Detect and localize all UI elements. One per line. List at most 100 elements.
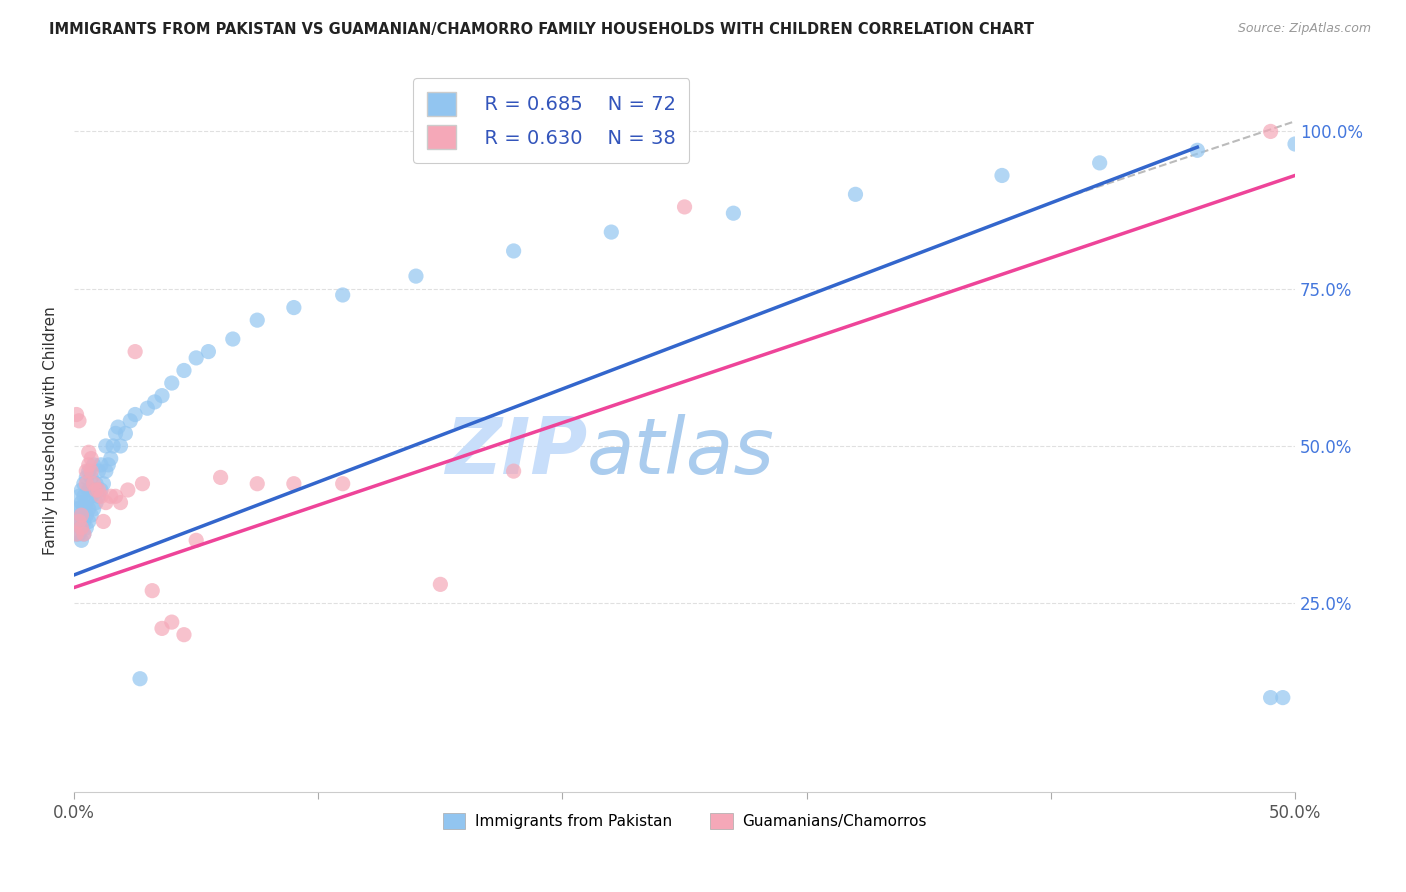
Text: Source: ZipAtlas.com: Source: ZipAtlas.com	[1237, 22, 1371, 36]
Point	[87, 464, 110, 478]
Point	[136, 401, 159, 416]
Point	[124, 344, 146, 359]
Point	[65, 527, 87, 541]
Point	[173, 363, 195, 377]
Point	[90, 483, 112, 497]
Point	[1271, 690, 1294, 705]
Point	[84, 483, 107, 497]
Point	[65, 501, 87, 516]
Point	[73, 489, 96, 503]
Point	[75, 476, 97, 491]
Text: atlas: atlas	[586, 414, 775, 490]
Point	[75, 495, 97, 509]
Point	[67, 515, 90, 529]
Text: ZIP: ZIP	[444, 414, 586, 490]
Point	[502, 464, 524, 478]
Point	[75, 508, 97, 523]
Point	[67, 515, 90, 529]
Point	[77, 458, 100, 472]
Point	[77, 464, 100, 478]
Point	[75, 521, 97, 535]
Point	[160, 376, 183, 390]
Point	[67, 501, 90, 516]
Point	[77, 501, 100, 516]
Point	[67, 489, 90, 503]
Point	[80, 464, 103, 478]
Point	[97, 458, 120, 472]
Point	[73, 527, 96, 541]
Point	[70, 495, 93, 509]
Point	[186, 533, 208, 548]
Point	[160, 615, 183, 629]
Legend: Immigrants from Pakistan, Guamanians/Chamorros: Immigrants from Pakistan, Guamanians/Cha…	[436, 806, 932, 835]
Point	[502, 244, 524, 258]
Point	[80, 508, 103, 523]
Point	[283, 301, 305, 315]
Point	[332, 288, 354, 302]
Point	[143, 395, 166, 409]
Point	[70, 508, 93, 523]
Point	[67, 414, 90, 428]
Point	[600, 225, 623, 239]
Point	[246, 313, 269, 327]
Point	[104, 489, 127, 503]
Point	[723, 206, 745, 220]
Point	[1260, 124, 1282, 138]
Point	[246, 476, 269, 491]
Point	[429, 577, 451, 591]
Point	[70, 521, 93, 535]
Point	[73, 527, 96, 541]
Point	[83, 501, 105, 516]
Point	[93, 476, 115, 491]
Point	[104, 426, 127, 441]
Point	[87, 483, 110, 497]
Point	[117, 483, 139, 497]
Point	[90, 489, 112, 503]
Point	[65, 515, 87, 529]
Point	[141, 583, 163, 598]
Point	[65, 527, 87, 541]
Point	[77, 445, 100, 459]
Point	[87, 489, 110, 503]
Point	[80, 451, 103, 466]
Point	[75, 464, 97, 478]
Point	[1088, 156, 1111, 170]
Point	[100, 451, 122, 466]
Point	[844, 187, 866, 202]
Point	[83, 476, 105, 491]
Point	[186, 351, 208, 365]
Point	[75, 470, 97, 484]
Point	[129, 672, 152, 686]
Text: IMMIGRANTS FROM PAKISTAN VS GUAMANIAN/CHAMORRO FAMILY HOUSEHOLDS WITH CHILDREN C: IMMIGRANTS FROM PAKISTAN VS GUAMANIAN/CH…	[49, 22, 1035, 37]
Point	[73, 501, 96, 516]
Point	[131, 476, 153, 491]
Point	[110, 439, 132, 453]
Point	[991, 169, 1014, 183]
Point	[90, 458, 112, 472]
Point	[673, 200, 696, 214]
Point	[222, 332, 245, 346]
Point	[405, 269, 427, 284]
Point	[197, 344, 219, 359]
Point	[150, 389, 173, 403]
Point	[77, 515, 100, 529]
Point	[70, 521, 93, 535]
Point	[110, 495, 132, 509]
Point	[94, 439, 117, 453]
Point	[70, 508, 93, 523]
Point	[332, 476, 354, 491]
Point	[83, 458, 105, 472]
Point	[209, 470, 232, 484]
Point	[84, 495, 107, 509]
Point	[1187, 143, 1209, 157]
Point	[84, 476, 107, 491]
Point	[114, 426, 136, 441]
Point	[150, 621, 173, 635]
Point	[80, 470, 103, 484]
Point	[77, 483, 100, 497]
Point	[100, 489, 122, 503]
Point	[124, 408, 146, 422]
Point	[67, 527, 90, 541]
Point	[107, 420, 129, 434]
Point	[94, 495, 117, 509]
